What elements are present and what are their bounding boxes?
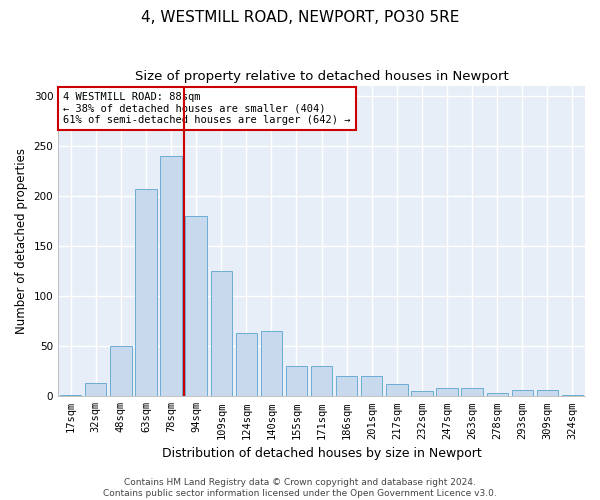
Bar xyxy=(211,271,232,396)
Bar xyxy=(261,331,282,396)
Bar xyxy=(236,333,257,396)
Bar xyxy=(185,216,207,396)
Bar xyxy=(461,388,483,396)
Bar xyxy=(336,376,358,396)
Title: Size of property relative to detached houses in Newport: Size of property relative to detached ho… xyxy=(135,70,508,83)
Bar xyxy=(487,394,508,396)
Bar xyxy=(286,366,307,396)
Text: 4 WESTMILL ROAD: 88sqm
← 38% of detached houses are smaller (404)
61% of semi-de: 4 WESTMILL ROAD: 88sqm ← 38% of detached… xyxy=(64,92,351,125)
Bar xyxy=(386,384,407,396)
Bar xyxy=(311,366,332,396)
X-axis label: Distribution of detached houses by size in Newport: Distribution of detached houses by size … xyxy=(162,447,481,460)
Bar xyxy=(512,390,533,396)
Bar xyxy=(411,392,433,396)
Bar xyxy=(85,384,106,396)
Bar xyxy=(537,390,558,396)
Text: Contains HM Land Registry data © Crown copyright and database right 2024.
Contai: Contains HM Land Registry data © Crown c… xyxy=(103,478,497,498)
Y-axis label: Number of detached properties: Number of detached properties xyxy=(15,148,28,334)
Bar xyxy=(160,156,182,396)
Text: 4, WESTMILL ROAD, NEWPORT, PO30 5RE: 4, WESTMILL ROAD, NEWPORT, PO30 5RE xyxy=(141,10,459,25)
Bar xyxy=(110,346,131,397)
Bar xyxy=(361,376,382,396)
Bar xyxy=(136,189,157,396)
Bar xyxy=(436,388,458,396)
